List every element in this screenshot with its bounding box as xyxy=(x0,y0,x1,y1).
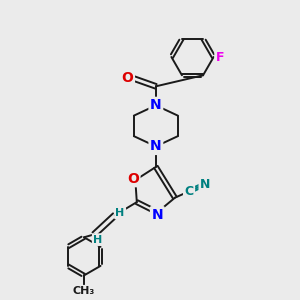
Text: CH₃: CH₃ xyxy=(73,286,95,296)
Text: H: H xyxy=(93,235,102,244)
Text: N: N xyxy=(150,140,162,153)
Text: N: N xyxy=(152,208,163,222)
Text: O: O xyxy=(122,70,134,85)
Text: O: O xyxy=(127,172,139,186)
Text: N: N xyxy=(200,178,210,191)
Text: H: H xyxy=(116,208,125,218)
Text: C: C xyxy=(184,184,194,198)
Text: N: N xyxy=(150,98,162,112)
Text: F: F xyxy=(216,50,224,64)
